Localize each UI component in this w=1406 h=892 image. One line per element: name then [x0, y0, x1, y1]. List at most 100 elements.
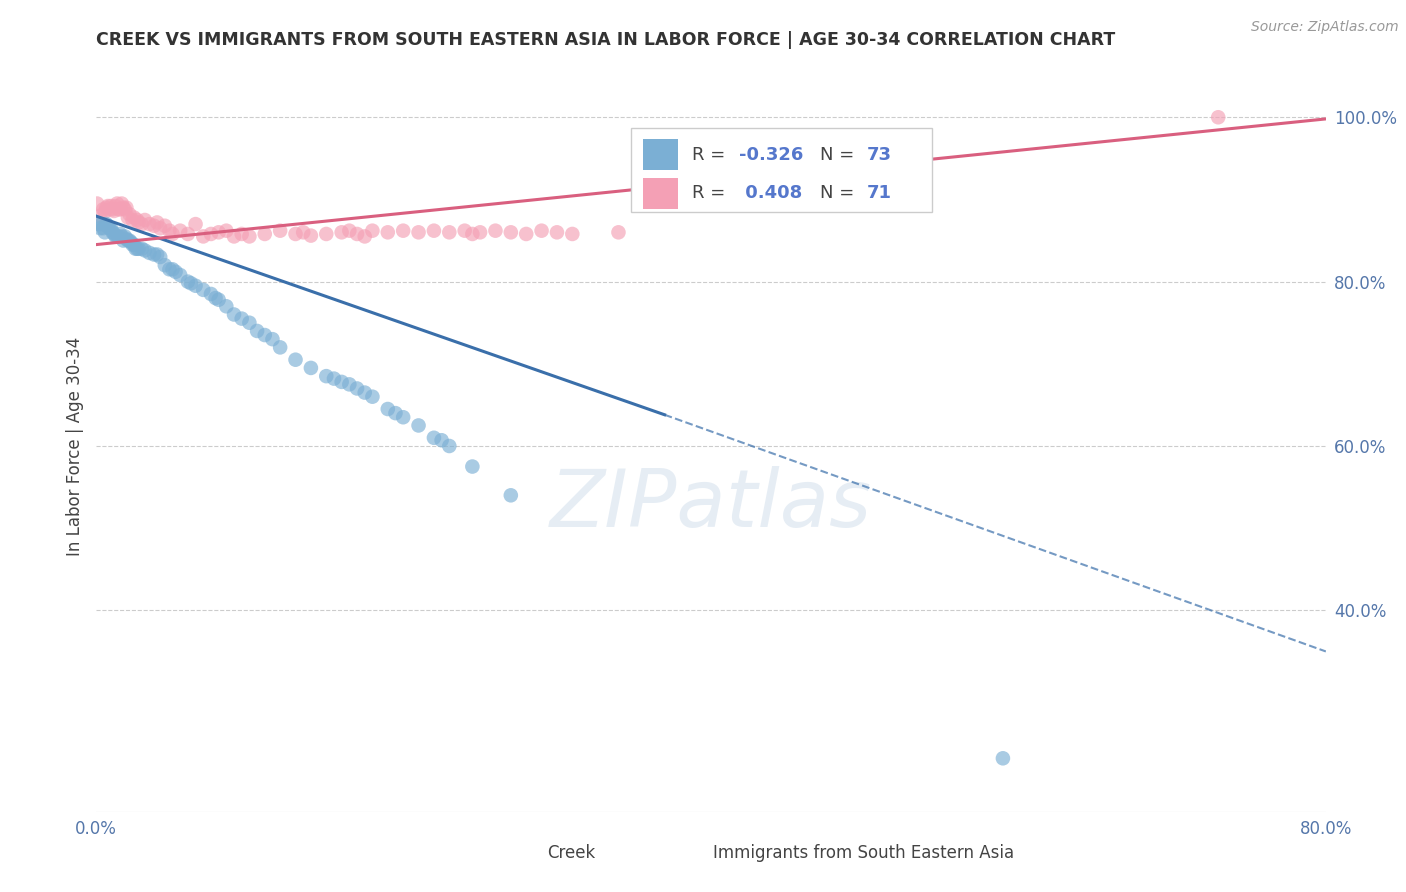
Point: [169, 224, 191, 238]
Point: [124, 242, 146, 256]
Point: [131, 242, 153, 256]
Point: [262, 332, 284, 346]
FancyBboxPatch shape: [643, 178, 678, 209]
Point: [1206, 110, 1229, 124]
Point: [105, 229, 128, 244]
Point: [117, 234, 139, 248]
Point: [97, 219, 120, 233]
Point: [454, 224, 477, 238]
Point: [127, 242, 149, 256]
Point: [103, 203, 125, 218]
FancyBboxPatch shape: [502, 842, 538, 865]
Point: [128, 242, 150, 256]
Point: [121, 213, 143, 227]
Text: N =: N =: [820, 185, 860, 202]
Point: [180, 277, 202, 291]
Text: N =: N =: [820, 145, 860, 164]
Point: [499, 488, 522, 502]
Point: [315, 227, 337, 241]
Point: [337, 224, 360, 238]
Point: [98, 202, 121, 217]
Point: [546, 225, 568, 239]
Point: [118, 207, 141, 221]
Point: [377, 225, 399, 239]
Point: [269, 224, 291, 238]
Point: [149, 221, 172, 235]
Point: [231, 311, 253, 326]
Text: R =: R =: [692, 145, 731, 164]
Point: [89, 221, 111, 235]
Point: [253, 328, 276, 343]
Point: [169, 268, 191, 282]
Point: [153, 219, 176, 233]
Point: [253, 227, 276, 241]
Point: [104, 229, 127, 244]
Point: [204, 291, 226, 305]
Point: [384, 406, 406, 420]
Point: [138, 217, 160, 231]
Point: [159, 262, 181, 277]
Point: [103, 227, 125, 241]
Point: [292, 225, 315, 239]
Point: [561, 227, 583, 241]
Point: [118, 234, 141, 248]
Point: [143, 247, 166, 261]
Point: [177, 275, 200, 289]
Point: [430, 434, 453, 448]
Point: [159, 224, 181, 238]
Point: [330, 225, 353, 239]
Point: [115, 232, 138, 246]
Point: [461, 459, 484, 474]
Point: [423, 224, 446, 238]
Point: [200, 227, 222, 241]
Point: [96, 217, 118, 231]
Point: [423, 431, 446, 445]
Point: [122, 211, 145, 225]
Y-axis label: In Labor Force | Age 30-34: In Labor Force | Age 30-34: [66, 336, 84, 556]
Point: [100, 199, 122, 213]
Point: [408, 418, 430, 433]
Point: [346, 382, 368, 396]
Point: [238, 316, 260, 330]
Point: [91, 221, 114, 235]
Point: [146, 247, 169, 261]
Point: [238, 229, 260, 244]
Text: 0.408: 0.408: [740, 185, 803, 202]
Point: [461, 227, 484, 241]
Point: [330, 375, 353, 389]
Point: [112, 234, 135, 248]
Text: 73: 73: [868, 145, 891, 164]
Text: ZIPatlas: ZIPatlas: [550, 466, 872, 543]
Point: [121, 237, 143, 252]
Point: [90, 217, 112, 231]
Point: [149, 250, 172, 264]
Point: [105, 196, 128, 211]
Point: [515, 227, 537, 241]
Point: [115, 201, 138, 215]
Point: [101, 225, 124, 239]
FancyBboxPatch shape: [631, 128, 932, 212]
Point: [184, 217, 207, 231]
Point: [208, 225, 231, 239]
Point: [284, 352, 307, 367]
Point: [111, 229, 134, 244]
Point: [499, 225, 522, 239]
FancyBboxPatch shape: [668, 842, 704, 865]
Point: [110, 202, 132, 217]
Point: [98, 221, 121, 235]
Point: [607, 225, 630, 239]
Point: [153, 258, 176, 272]
Point: [114, 202, 136, 217]
Point: [200, 287, 222, 301]
Point: [134, 244, 156, 258]
Point: [439, 439, 461, 453]
Point: [246, 324, 269, 338]
Point: [91, 202, 114, 217]
Point: [89, 209, 111, 223]
Point: [107, 229, 129, 244]
Point: [530, 224, 553, 238]
Point: [177, 227, 200, 241]
Point: [107, 202, 129, 217]
Point: [101, 202, 124, 217]
Point: [165, 265, 187, 279]
